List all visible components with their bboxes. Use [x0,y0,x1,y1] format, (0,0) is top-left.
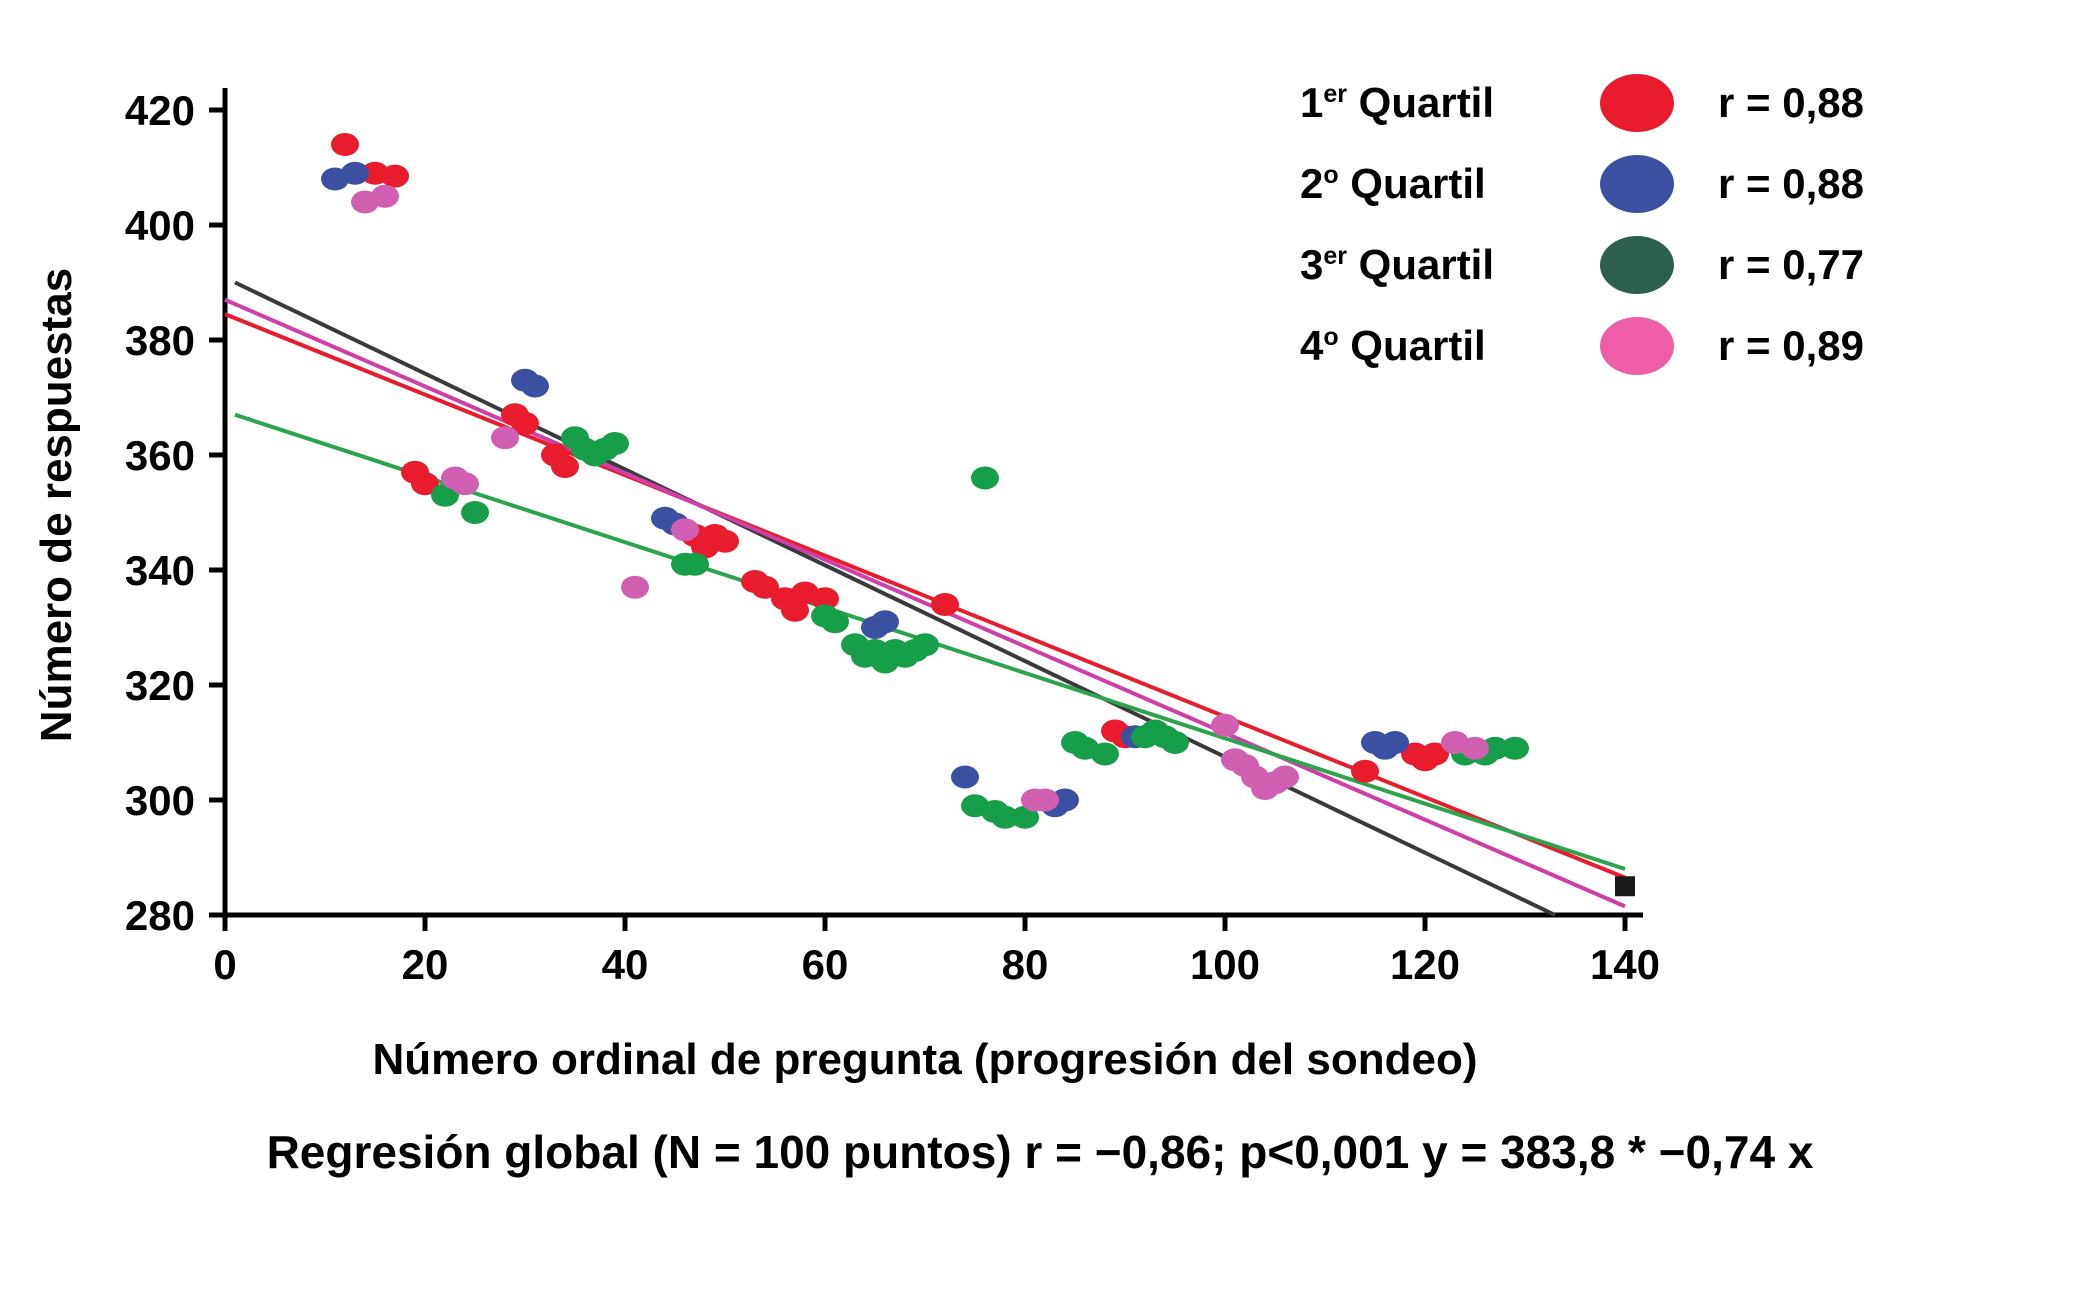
legend-swatch-icon [1600,154,1674,213]
legend-label: 1er Quartil [1300,78,1495,126]
data-point [871,610,899,634]
data-point [971,466,999,490]
data-point [1091,742,1119,766]
data-point [461,501,489,524]
data-point [371,184,399,208]
x-tick-label: 80 [1002,941,1049,988]
x-tick-label: 0 [213,941,236,988]
x-tick-label: 60 [802,941,849,988]
legend-label: 2o Quartil [1300,159,1486,207]
y-tick-label: 320 [125,662,195,709]
data-point [1481,736,1509,760]
quartil-4-regression-line [224,297,1626,909]
data-point [1351,759,1379,783]
y-tick-label: 280 [125,892,195,939]
legend-swatch-icon [1600,73,1674,132]
data-point [331,133,359,156]
legend-item: 1er Quartil r = 0,88 [1300,62,1864,143]
legend-r-value: r = 0,89 [1718,321,1864,369]
y-tick-label: 380 [125,317,195,364]
data-point [711,529,739,553]
y-axis-label: Número de respuestas [32,267,81,743]
legend-item: 4o Quartil r = 0,89 [1300,305,1864,386]
data-point [681,552,709,576]
data-point [1461,736,1489,760]
data-point [1161,731,1189,754]
data-point [1381,731,1409,754]
legend-item: 3er Quartil r = 0,77 [1300,224,1864,305]
legend-r-value: r = 0,88 [1718,159,1864,207]
x-axis-label: Número ordinal de pregunta (progresión d… [372,1035,1478,1084]
data-point [431,483,459,507]
y-tick-label: 400 [125,202,195,249]
legend-swatch-icon [1600,235,1674,294]
data-point [491,426,519,450]
y-tick-label: 360 [125,432,195,479]
data-point [751,575,779,599]
data-point [821,610,849,634]
data-point [521,374,549,398]
x-tick-label: 140 [1590,941,1660,988]
legend: 1er Quartil r = 0,88 2o Quartil r = 0,88 3er… [1300,62,1864,386]
quartil-2-regression-line [234,280,1556,917]
data-point [601,432,629,455]
legend-r-value: r = 0,77 [1718,240,1864,288]
data-point [1211,713,1239,737]
data-point [1421,742,1449,766]
data-point [951,765,979,789]
data-point [341,161,369,185]
regression-caption: Regresión global (N = 100 puntos) r = −0… [266,1126,1814,1178]
x-tick-label: 40 [602,941,649,988]
data-point [411,472,439,496]
data-point [781,598,809,622]
x-tick-label: 100 [1190,941,1260,988]
data-point [991,805,1019,829]
data-point [1011,805,1039,829]
data-point [1271,765,1299,789]
x-tick-label: 120 [1390,941,1460,988]
legend-r-value: r = 0,88 [1718,78,1864,126]
data-point [911,633,939,657]
quartil-1-regression-line [224,312,1626,880]
legend-swatch-icon [1600,316,1674,375]
y-tick-label: 420 [125,87,195,134]
data-point [1501,736,1529,760]
data-point [381,164,409,188]
data-point [551,455,579,478]
data-point [621,575,649,599]
x-tick-label: 20 [402,941,449,988]
legend-item: 2o Quartil r = 0,88 [1300,143,1864,224]
data-point [451,472,479,496]
data-point [931,593,959,616]
legend-label: 4o Quartil [1300,321,1486,369]
data-point [671,518,699,542]
end-square-marker [1615,876,1635,897]
legend-label: 3er Quartil [1300,240,1495,288]
data-point [811,587,839,611]
data-point [1031,788,1059,812]
data-point [511,411,539,435]
y-tick-label: 340 [125,547,195,594]
data-point [1051,788,1079,812]
y-tick-label: 300 [125,777,195,824]
